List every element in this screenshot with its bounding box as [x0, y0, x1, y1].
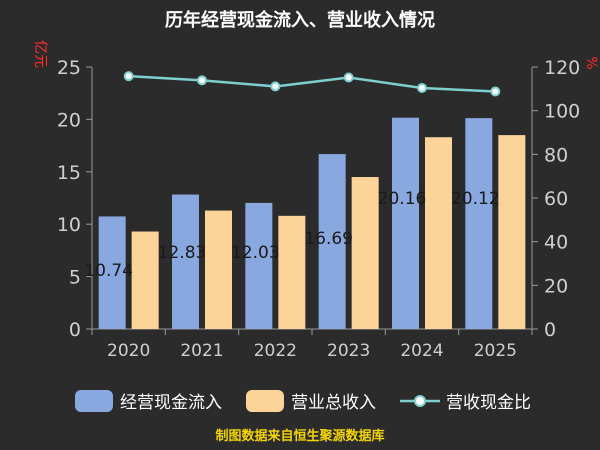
right-axis-tick-label: 120 [544, 57, 580, 79]
x-axis-tick-label: 2023 [327, 341, 370, 361]
bar-data-label: 20.16 [378, 189, 427, 209]
chart-title: 历年经营现金流入、营业收入情况 [165, 10, 435, 31]
bar-cash-inflow [465, 118, 493, 330]
x-axis-tick-label: 2025 [474, 341, 517, 361]
x-axis-tick-label: 2020 [107, 341, 150, 361]
left-axis-tick-label: 20 [57, 109, 81, 131]
ratio-point [490, 86, 501, 97]
bar-revenue [498, 135, 526, 329]
ratio-point [343, 72, 354, 83]
bar-revenue [278, 215, 306, 329]
bar-cash-inflow [172, 194, 199, 329]
bar-cash-inflow [392, 117, 419, 329]
data-source-note: 制图数据来自恒生聚源数据库 [215, 429, 385, 444]
bar-revenue [205, 210, 232, 329]
bar-revenue [351, 177, 379, 329]
right-axis-label: % [583, 56, 599, 69]
x-axis-tick-label: 2022 [254, 341, 297, 361]
legend-swatch-revenue [246, 390, 284, 412]
right-axis-tick-label: 100 [544, 101, 580, 123]
bar-cash-inflow [318, 154, 346, 329]
ratio-point [417, 82, 427, 93]
bar-revenue [425, 137, 452, 329]
legend-label-cash-inflow: 经营现金流入 [120, 393, 222, 413]
bar-cash-inflow [245, 202, 273, 329]
x-axis-tick-label: 2021 [180, 341, 223, 361]
legend-label-ratio: 营收现金比 [446, 393, 531, 413]
bar-data-label: 16.69 [304, 229, 353, 249]
legend-label-revenue: 营业总收入 [291, 393, 376, 413]
bar-data-label: 10.74 [84, 261, 133, 281]
left-axis-tick-label: 10 [57, 214, 81, 236]
ratio-point [197, 75, 207, 86]
left-axis-tick-label: 25 [57, 57, 81, 79]
legend-marker-ratio [414, 395, 426, 407]
bar-cash-inflow [98, 216, 126, 329]
left-axis-label: 亿元 [32, 40, 48, 68]
x-axis-tick-label: 2024 [400, 341, 443, 361]
bar-revenue [131, 231, 159, 329]
legend-swatch-cash-inflow [75, 390, 113, 412]
ratio-point [123, 71, 134, 82]
right-axis-tick-label: 80 [544, 144, 568, 166]
right-axis-tick-label: 60 [544, 188, 568, 210]
right-axis-tick-label: 40 [544, 232, 568, 254]
bar-data-label: 12.83 [158, 243, 207, 263]
right-axis-tick-label: 20 [544, 275, 568, 297]
left-axis-tick-label: 15 [57, 162, 81, 184]
bar-data-label: 12.03 [231, 243, 280, 263]
bar-data-label: 20.12 [451, 189, 500, 209]
right-axis-tick-label: 0 [544, 319, 556, 341]
ratio-point [270, 81, 281, 92]
left-axis-tick-label: 5 [69, 267, 81, 289]
left-axis-tick-label: 0 [69, 319, 81, 341]
ratio-line [128, 74, 496, 93]
